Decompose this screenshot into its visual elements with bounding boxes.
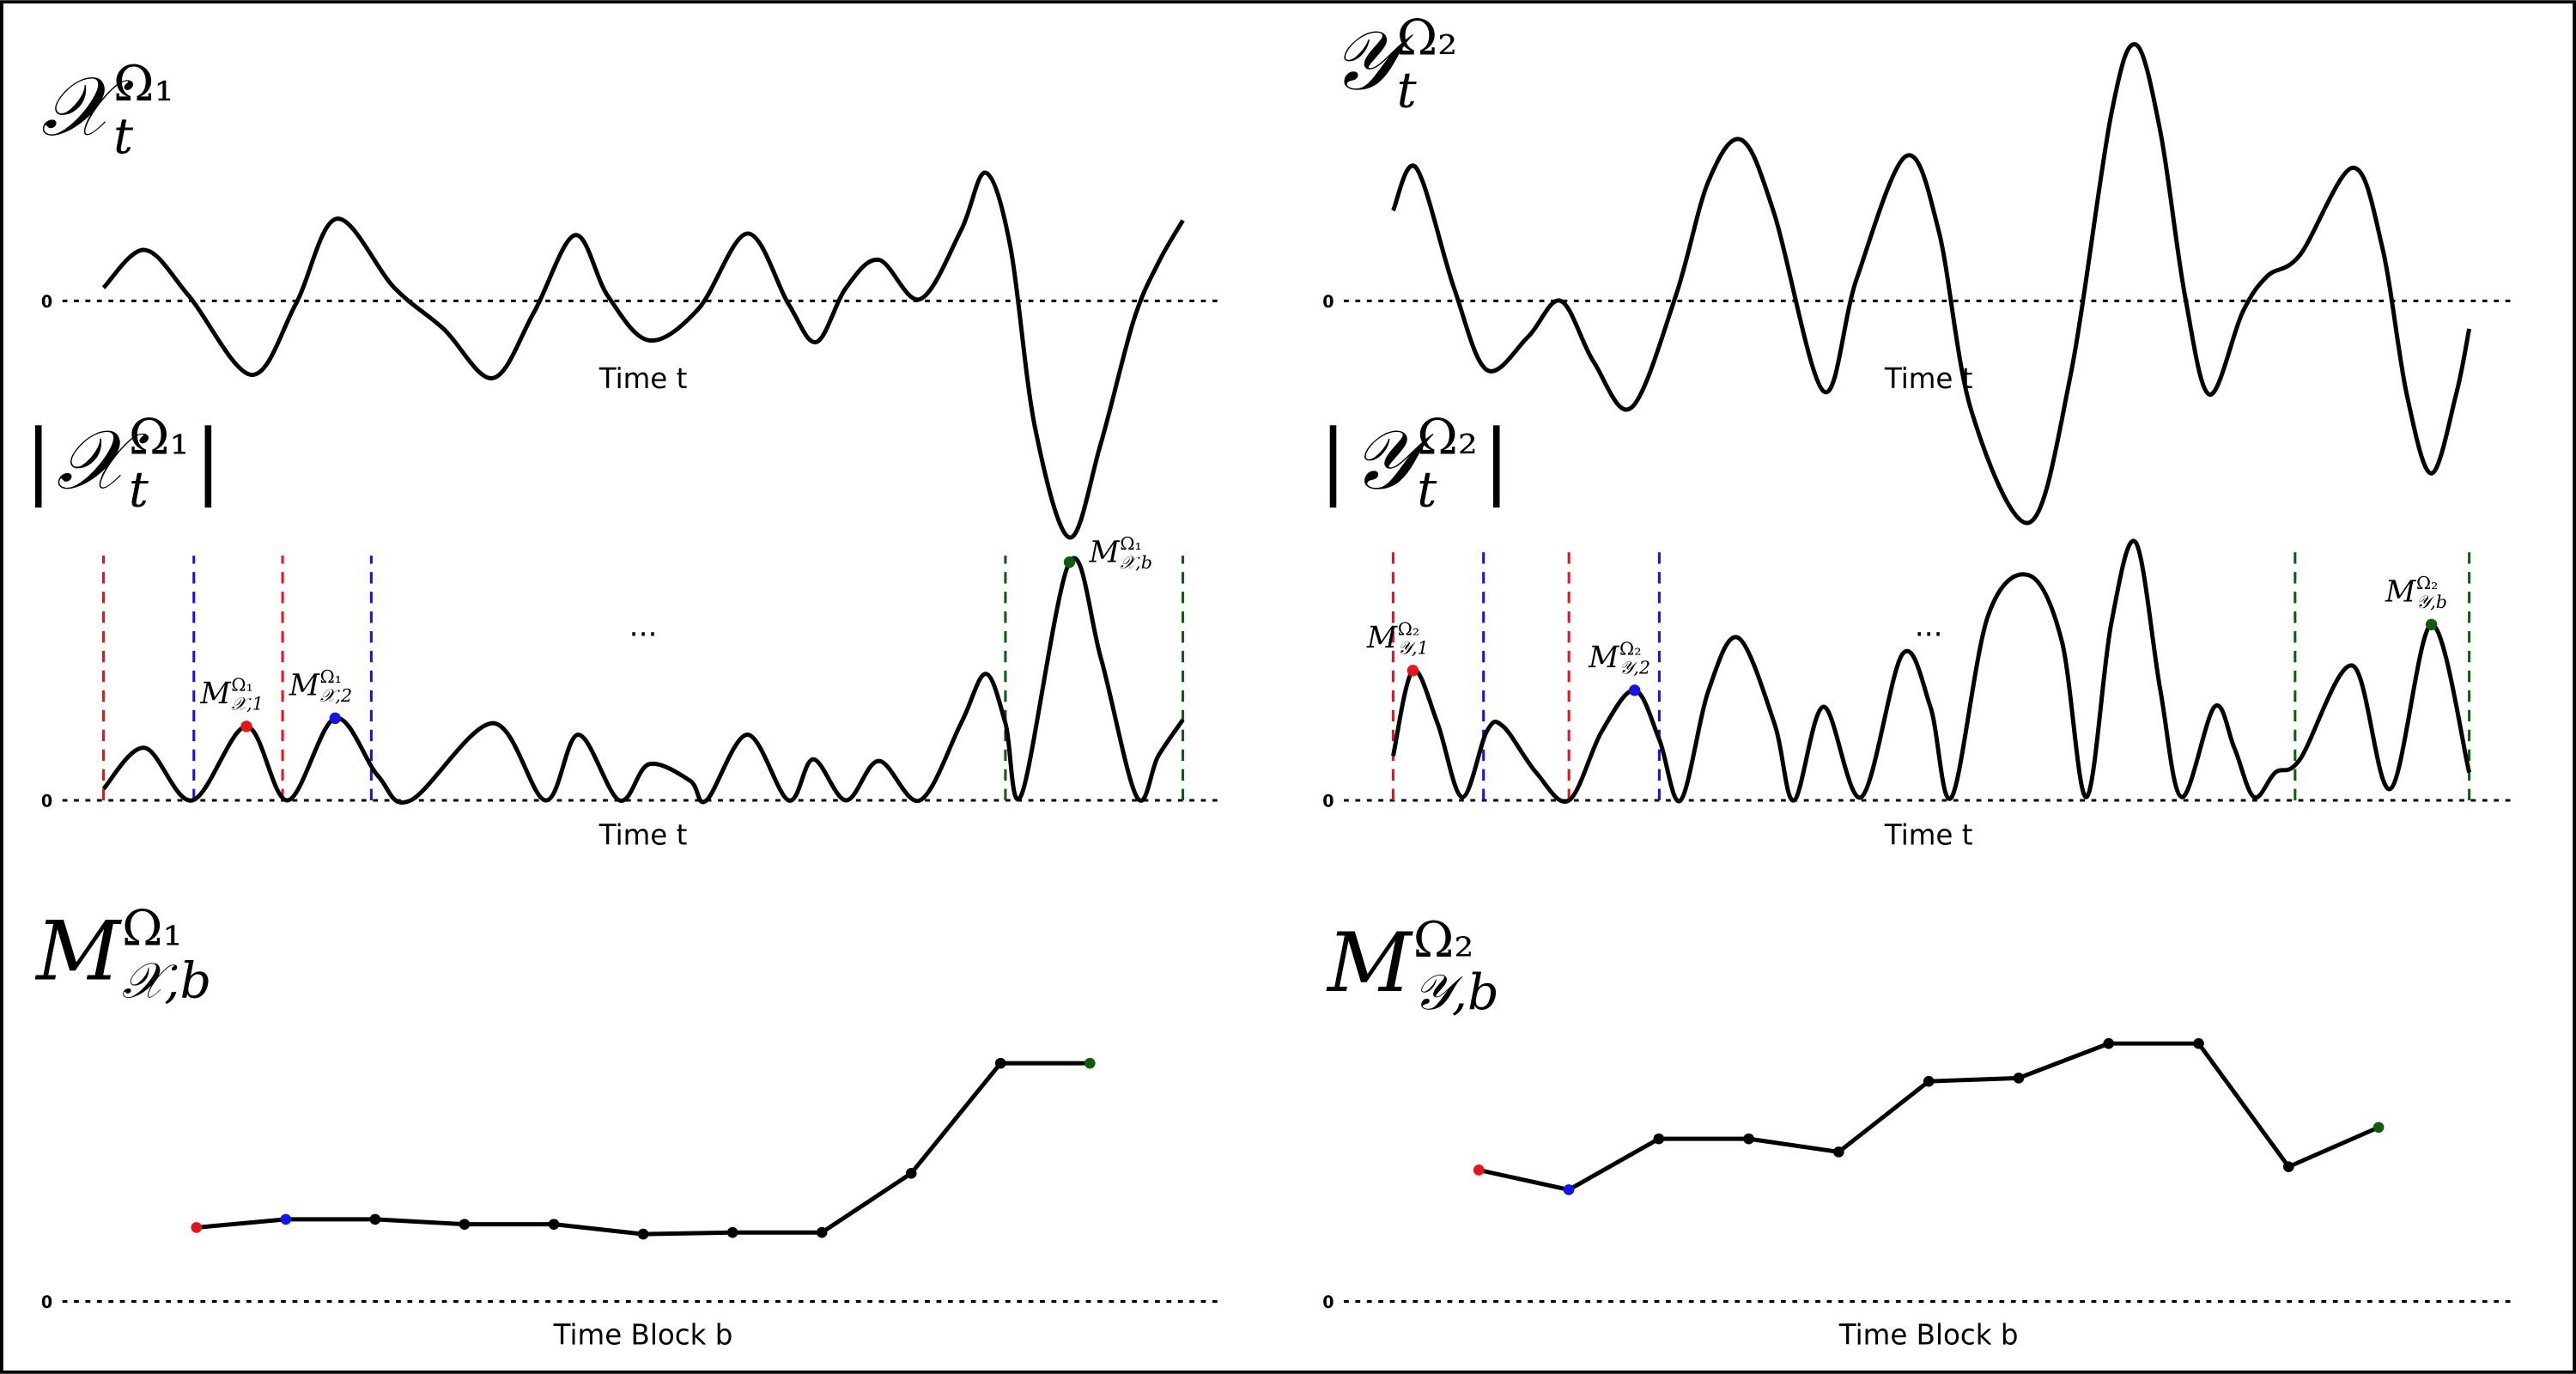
peak-point	[1629, 684, 1641, 696]
x-axis-label: Time Block b	[553, 1318, 733, 1351]
curve	[101, 556, 1185, 805]
peak-point	[2425, 618, 2438, 630]
x-axis-label: Time Block b	[1838, 1318, 2019, 1351]
panel-title-pre: |	[1319, 411, 1346, 508]
point	[191, 1222, 203, 1233]
peak-label-base: M	[289, 669, 320, 703]
point	[1923, 1075, 1935, 1087]
y-tick-label: 0	[41, 1292, 52, 1312]
point	[2013, 1073, 2025, 1084]
panel-title-sub: t	[1417, 461, 1437, 519]
curve	[101, 170, 1185, 540]
x-axis-label: Time t	[1884, 819, 1973, 852]
panel-title-post: |	[1483, 411, 1510, 508]
panel-title-base: M	[34, 903, 122, 1000]
panel-title-sup: Ω₁	[122, 899, 183, 957]
point	[726, 1226, 738, 1238]
point	[1743, 1133, 1754, 1145]
peak-label-sup: Ω₁	[231, 675, 252, 696]
peak-point	[1063, 556, 1076, 568]
curve	[1391, 538, 2472, 804]
point	[2103, 1037, 2115, 1049]
panel-title-sub: t	[129, 461, 149, 519]
peak-label-sup: Ω₁	[1120, 533, 1141, 554]
peak-label-sub: 𝒴,2	[1619, 658, 1650, 678]
ellipsis: ...	[629, 610, 658, 644]
peak-label-sub: 𝒴,b	[2416, 592, 2447, 612]
curve	[1391, 42, 2472, 526]
panel-title-post: |	[194, 411, 222, 508]
x-axis-label: Time t	[598, 819, 688, 852]
peak-label-sup: Ω₂	[1619, 639, 1641, 660]
point	[2283, 1161, 2294, 1172]
point	[1084, 1057, 1096, 1069]
y-tick-label: 0	[1322, 1292, 1334, 1312]
point	[280, 1213, 292, 1225]
panel-title-sub: 𝒳,b	[122, 952, 211, 1010]
point	[548, 1219, 560, 1230]
peak-label-sub: 𝒳,1	[231, 694, 263, 714]
point	[1833, 1146, 1844, 1158]
point	[994, 1057, 1006, 1069]
point	[1473, 1164, 1485, 1176]
panel-title-sup: Ω₁	[129, 408, 190, 465]
panel-title-sub: t	[1397, 62, 1418, 119]
point	[816, 1226, 828, 1238]
panel-title-sub: 𝒴,b	[1413, 964, 1499, 1021]
point	[1563, 1184, 1575, 1195]
peak-label-sub: 𝒳,b	[1120, 552, 1152, 573]
peak-label-base: M	[199, 677, 231, 711]
x-axis-label: Time t	[598, 362, 688, 395]
panel-title-sub: t	[113, 107, 134, 165]
point	[459, 1219, 471, 1230]
point	[905, 1168, 917, 1179]
point	[2193, 1037, 2204, 1049]
ellipsis: ...	[1915, 610, 1943, 644]
panel-title-sup: Ω₂	[1417, 408, 1478, 465]
peak-label-base: M	[1588, 641, 1619, 675]
panel-title-pre: |	[25, 411, 52, 508]
y-tick-label: 0	[1322, 292, 1334, 312]
peak-label-sub: 𝒳,2	[320, 685, 352, 706]
peak-point	[1406, 665, 1419, 677]
peak-label-base: M	[1366, 621, 1398, 655]
peak-label-sub: 𝒴,1	[1398, 638, 1429, 659]
peak-point	[329, 712, 342, 725]
peak-label-sup: Ω₁	[320, 666, 342, 687]
peak-label-base: M	[1088, 536, 1120, 570]
x-axis-label: Time t	[1884, 362, 1973, 395]
panel-title-sup: Ω₂	[1397, 9, 1458, 66]
peak-label-sup: Ω₂	[1398, 619, 1419, 640]
point	[2372, 1122, 2385, 1134]
peak-point	[240, 720, 252, 733]
y-tick-label: 0	[41, 292, 52, 312]
point	[369, 1213, 381, 1225]
panel-title-sup: Ω₂	[1413, 911, 1474, 969]
point	[1653, 1133, 1665, 1145]
peak-label-sup: Ω₂	[2416, 573, 2438, 593]
panel-title-sup: Ω₁	[113, 55, 174, 112]
point	[637, 1228, 649, 1240]
peak-label-base: M	[2385, 575, 2416, 610]
y-tick-label: 0	[41, 792, 52, 812]
y-tick-label: 0	[1322, 792, 1334, 812]
panel-title-base: M	[1326, 915, 1413, 1011]
